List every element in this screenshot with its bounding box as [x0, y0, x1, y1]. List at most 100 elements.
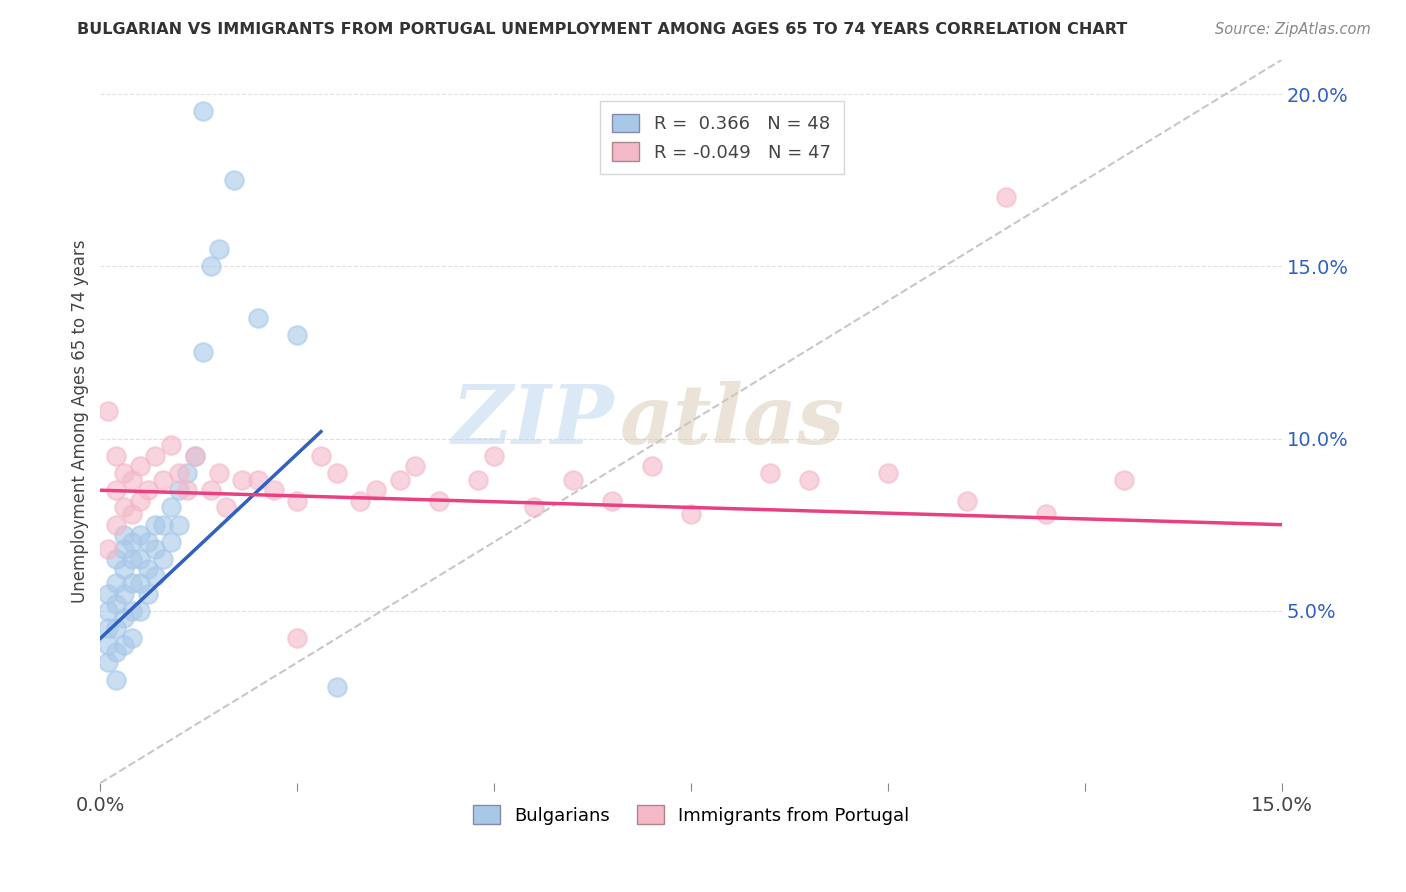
Point — [799, 473, 821, 487]
Point — [184, 449, 207, 463]
Point — [121, 535, 143, 549]
Point — [128, 459, 150, 474]
Point — [602, 493, 624, 508]
Point — [145, 541, 167, 556]
Point — [97, 638, 120, 652]
Point — [97, 404, 120, 418]
Point — [1114, 473, 1136, 487]
Point — [246, 473, 269, 487]
Point — [112, 528, 135, 542]
Point — [136, 586, 159, 600]
Point — [176, 466, 198, 480]
Point — [112, 562, 135, 576]
Point — [121, 552, 143, 566]
Point — [121, 576, 143, 591]
Point — [105, 483, 128, 498]
Y-axis label: Unemployment Among Ages 65 to 74 years: Unemployment Among Ages 65 to 74 years — [72, 240, 89, 603]
Point — [128, 493, 150, 508]
Point — [128, 552, 150, 566]
Point — [105, 645, 128, 659]
Point — [121, 604, 143, 618]
Point — [207, 242, 229, 256]
Point — [97, 656, 120, 670]
Point — [877, 466, 900, 480]
Point — [152, 517, 174, 532]
Point — [285, 493, 308, 508]
Point — [145, 569, 167, 583]
Point — [956, 493, 979, 508]
Point — [167, 517, 190, 532]
Point — [97, 604, 120, 618]
Point — [112, 610, 135, 624]
Point — [467, 473, 489, 487]
Point — [97, 541, 120, 556]
Text: ZIP: ZIP — [451, 381, 614, 461]
Point — [145, 517, 167, 532]
Point — [325, 680, 347, 694]
Point — [112, 541, 135, 556]
Point — [246, 310, 269, 325]
Point — [191, 104, 214, 119]
Point — [121, 473, 143, 487]
Point — [224, 173, 246, 187]
Point — [325, 466, 347, 480]
Point — [97, 621, 120, 635]
Point — [995, 190, 1018, 204]
Legend: Bulgarians, Immigrants from Portugal: Bulgarians, Immigrants from Portugal — [461, 795, 921, 836]
Point — [167, 466, 190, 480]
Point — [105, 552, 128, 566]
Point — [136, 562, 159, 576]
Point — [176, 483, 198, 498]
Point — [404, 459, 426, 474]
Point — [128, 528, 150, 542]
Point — [191, 345, 214, 359]
Point — [160, 438, 183, 452]
Point — [112, 638, 135, 652]
Point — [112, 586, 135, 600]
Text: BULGARIAN VS IMMIGRANTS FROM PORTUGAL UNEMPLOYMENT AMONG AGES 65 TO 74 YEARS COR: BULGARIAN VS IMMIGRANTS FROM PORTUGAL UN… — [77, 22, 1128, 37]
Point — [215, 500, 238, 515]
Point — [641, 459, 664, 474]
Point — [1035, 508, 1057, 522]
Point — [112, 466, 135, 480]
Point — [160, 535, 183, 549]
Text: Source: ZipAtlas.com: Source: ZipAtlas.com — [1215, 22, 1371, 37]
Point — [184, 449, 207, 463]
Point — [128, 604, 150, 618]
Point — [207, 466, 229, 480]
Point — [105, 621, 128, 635]
Point — [285, 632, 308, 646]
Point — [121, 508, 143, 522]
Point — [105, 517, 128, 532]
Point — [285, 328, 308, 343]
Point — [427, 493, 450, 508]
Point — [484, 449, 506, 463]
Point — [200, 483, 222, 498]
Point — [136, 535, 159, 549]
Point — [681, 508, 703, 522]
Point — [562, 473, 585, 487]
Point — [364, 483, 387, 498]
Point — [152, 552, 174, 566]
Point — [523, 500, 546, 515]
Point — [105, 576, 128, 591]
Point — [105, 673, 128, 687]
Point — [349, 493, 371, 508]
Point — [309, 449, 332, 463]
Point — [112, 500, 135, 515]
Point — [263, 483, 285, 498]
Point — [759, 466, 782, 480]
Point — [152, 473, 174, 487]
Text: atlas: atlas — [620, 381, 845, 461]
Point — [160, 500, 183, 515]
Point — [145, 449, 167, 463]
Point — [136, 483, 159, 498]
Point — [200, 260, 222, 274]
Point — [105, 449, 128, 463]
Point — [231, 473, 253, 487]
Point — [105, 597, 128, 611]
Point — [97, 586, 120, 600]
Point — [388, 473, 411, 487]
Point — [128, 576, 150, 591]
Point — [121, 632, 143, 646]
